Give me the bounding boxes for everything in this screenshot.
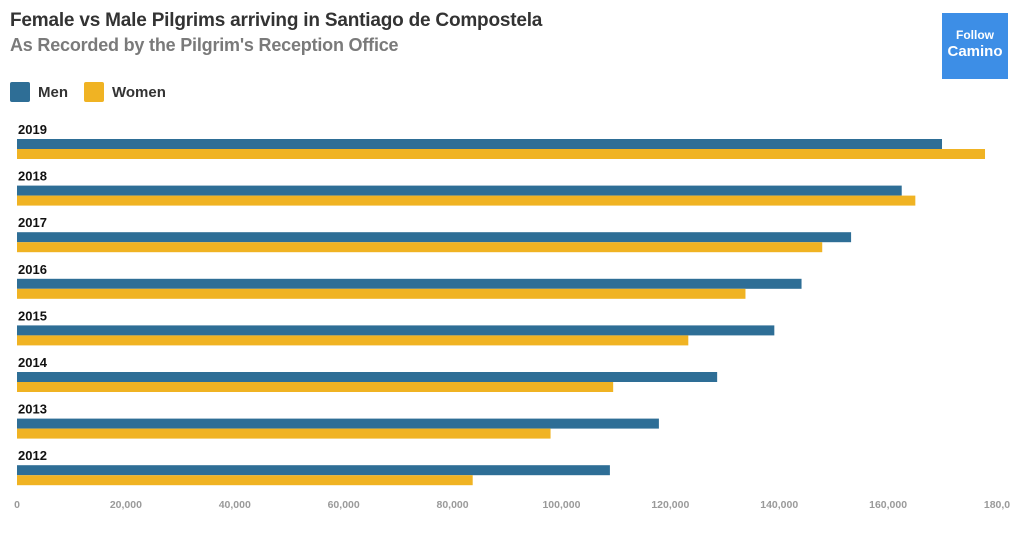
- legend-swatch-men: [10, 82, 30, 102]
- legend-item-women[interactable]: Women: [84, 82, 166, 102]
- legend-label-women: Women: [112, 83, 166, 101]
- bar-women-2019[interactable]: Women 2019: 177,800: [17, 149, 986, 159]
- category-label: 2015: [18, 308, 47, 323]
- bar-women-2016[interactable]: Women 2016: 133,800: [17, 288, 746, 299]
- bar-men-2015[interactable]: Men 2015: 139,100: [17, 325, 775, 336]
- bar-men-2018[interactable]: Men 2018: 162,500: [17, 185, 902, 196]
- x-tick-label: 40,000: [219, 499, 251, 511]
- category-label: 2012: [18, 448, 47, 463]
- bar-men-2013[interactable]: Men 2013: 117,900: [17, 418, 659, 429]
- bar-men-2017[interactable]: Men 2017: 153,200: [17, 232, 852, 243]
- bar-women-2018[interactable]: Women 2018: 165,000: [17, 195, 916, 206]
- bar-men-2019[interactable]: Men 2019: 169,900: [17, 139, 943, 149]
- legend-item-men[interactable]: Men: [10, 82, 68, 102]
- x-tick-label: 20,000: [110, 499, 142, 511]
- bar-women-2015[interactable]: Women 2015: 123,300: [17, 335, 689, 346]
- x-tick-label: 80,000: [436, 499, 468, 511]
- category-label: 2016: [18, 262, 47, 277]
- category-label: 2017: [18, 215, 47, 230]
- x-tick-label: 60,000: [328, 499, 360, 511]
- legend-swatch-women: [84, 82, 104, 102]
- bar-men-2014[interactable]: Men 2014: 128,600: [17, 372, 718, 382]
- bar-men-2016[interactable]: Men 2016: 144,100: [17, 278, 802, 289]
- x-tick-label: 180,0: [984, 499, 1010, 511]
- x-tick-label: 120,000: [651, 499, 689, 511]
- category-label: 2018: [18, 169, 47, 184]
- x-tick-label: 0: [14, 499, 20, 511]
- follow-camino-logo[interactable]: Follow Camino: [942, 13, 1008, 79]
- x-tick-label: 100,000: [542, 499, 580, 511]
- category-label: 2013: [18, 402, 47, 417]
- bar-men-2012[interactable]: Men 2012: 108,900: [17, 465, 610, 476]
- chart-subtitle: As Recorded by the Pilgrim's Reception O…: [10, 35, 399, 55]
- category-label: 2019: [18, 122, 47, 137]
- bar-women-2013[interactable]: Women 2013: 98,000: [17, 428, 551, 439]
- logo-text-camino: Camino: [947, 43, 1003, 60]
- chart-title: Female vs Male Pilgrims arriving in Sant…: [10, 10, 543, 31]
- legend-label-men: Men: [38, 83, 68, 101]
- bar-women-2012[interactable]: Women 2012: 83,700: [17, 475, 473, 486]
- legend: Men Women: [10, 82, 182, 102]
- logo-text-follow: Follow: [956, 28, 994, 42]
- x-tick-label: 160,000: [869, 499, 907, 511]
- bar-women-2017[interactable]: Women 2017: 147,900: [17, 242, 823, 253]
- category-label: 2014: [18, 355, 48, 370]
- bar-women-2014[interactable]: Women 2014: 109,500: [17, 382, 614, 392]
- x-tick-label: 140,000: [760, 499, 798, 511]
